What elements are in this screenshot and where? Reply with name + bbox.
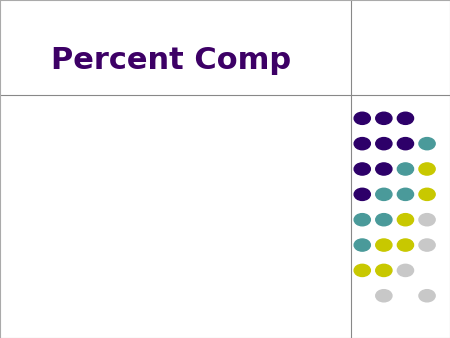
Circle shape [354, 264, 370, 276]
Circle shape [376, 264, 392, 276]
Circle shape [397, 188, 414, 200]
Circle shape [397, 214, 414, 226]
Circle shape [376, 239, 392, 251]
Circle shape [376, 214, 392, 226]
Text: Percent Comp: Percent Comp [51, 46, 291, 75]
Circle shape [419, 214, 435, 226]
Circle shape [397, 239, 414, 251]
Circle shape [354, 112, 370, 124]
Circle shape [419, 239, 435, 251]
Circle shape [376, 138, 392, 150]
Circle shape [397, 112, 414, 124]
Circle shape [397, 163, 414, 175]
Circle shape [376, 188, 392, 200]
Circle shape [376, 290, 392, 302]
Circle shape [419, 290, 435, 302]
Circle shape [397, 264, 414, 276]
Circle shape [419, 163, 435, 175]
Circle shape [419, 188, 435, 200]
Circle shape [376, 163, 392, 175]
Circle shape [419, 138, 435, 150]
Circle shape [354, 214, 370, 226]
Circle shape [354, 163, 370, 175]
Circle shape [354, 188, 370, 200]
Circle shape [354, 138, 370, 150]
Circle shape [376, 112, 392, 124]
Circle shape [354, 239, 370, 251]
Circle shape [397, 138, 414, 150]
